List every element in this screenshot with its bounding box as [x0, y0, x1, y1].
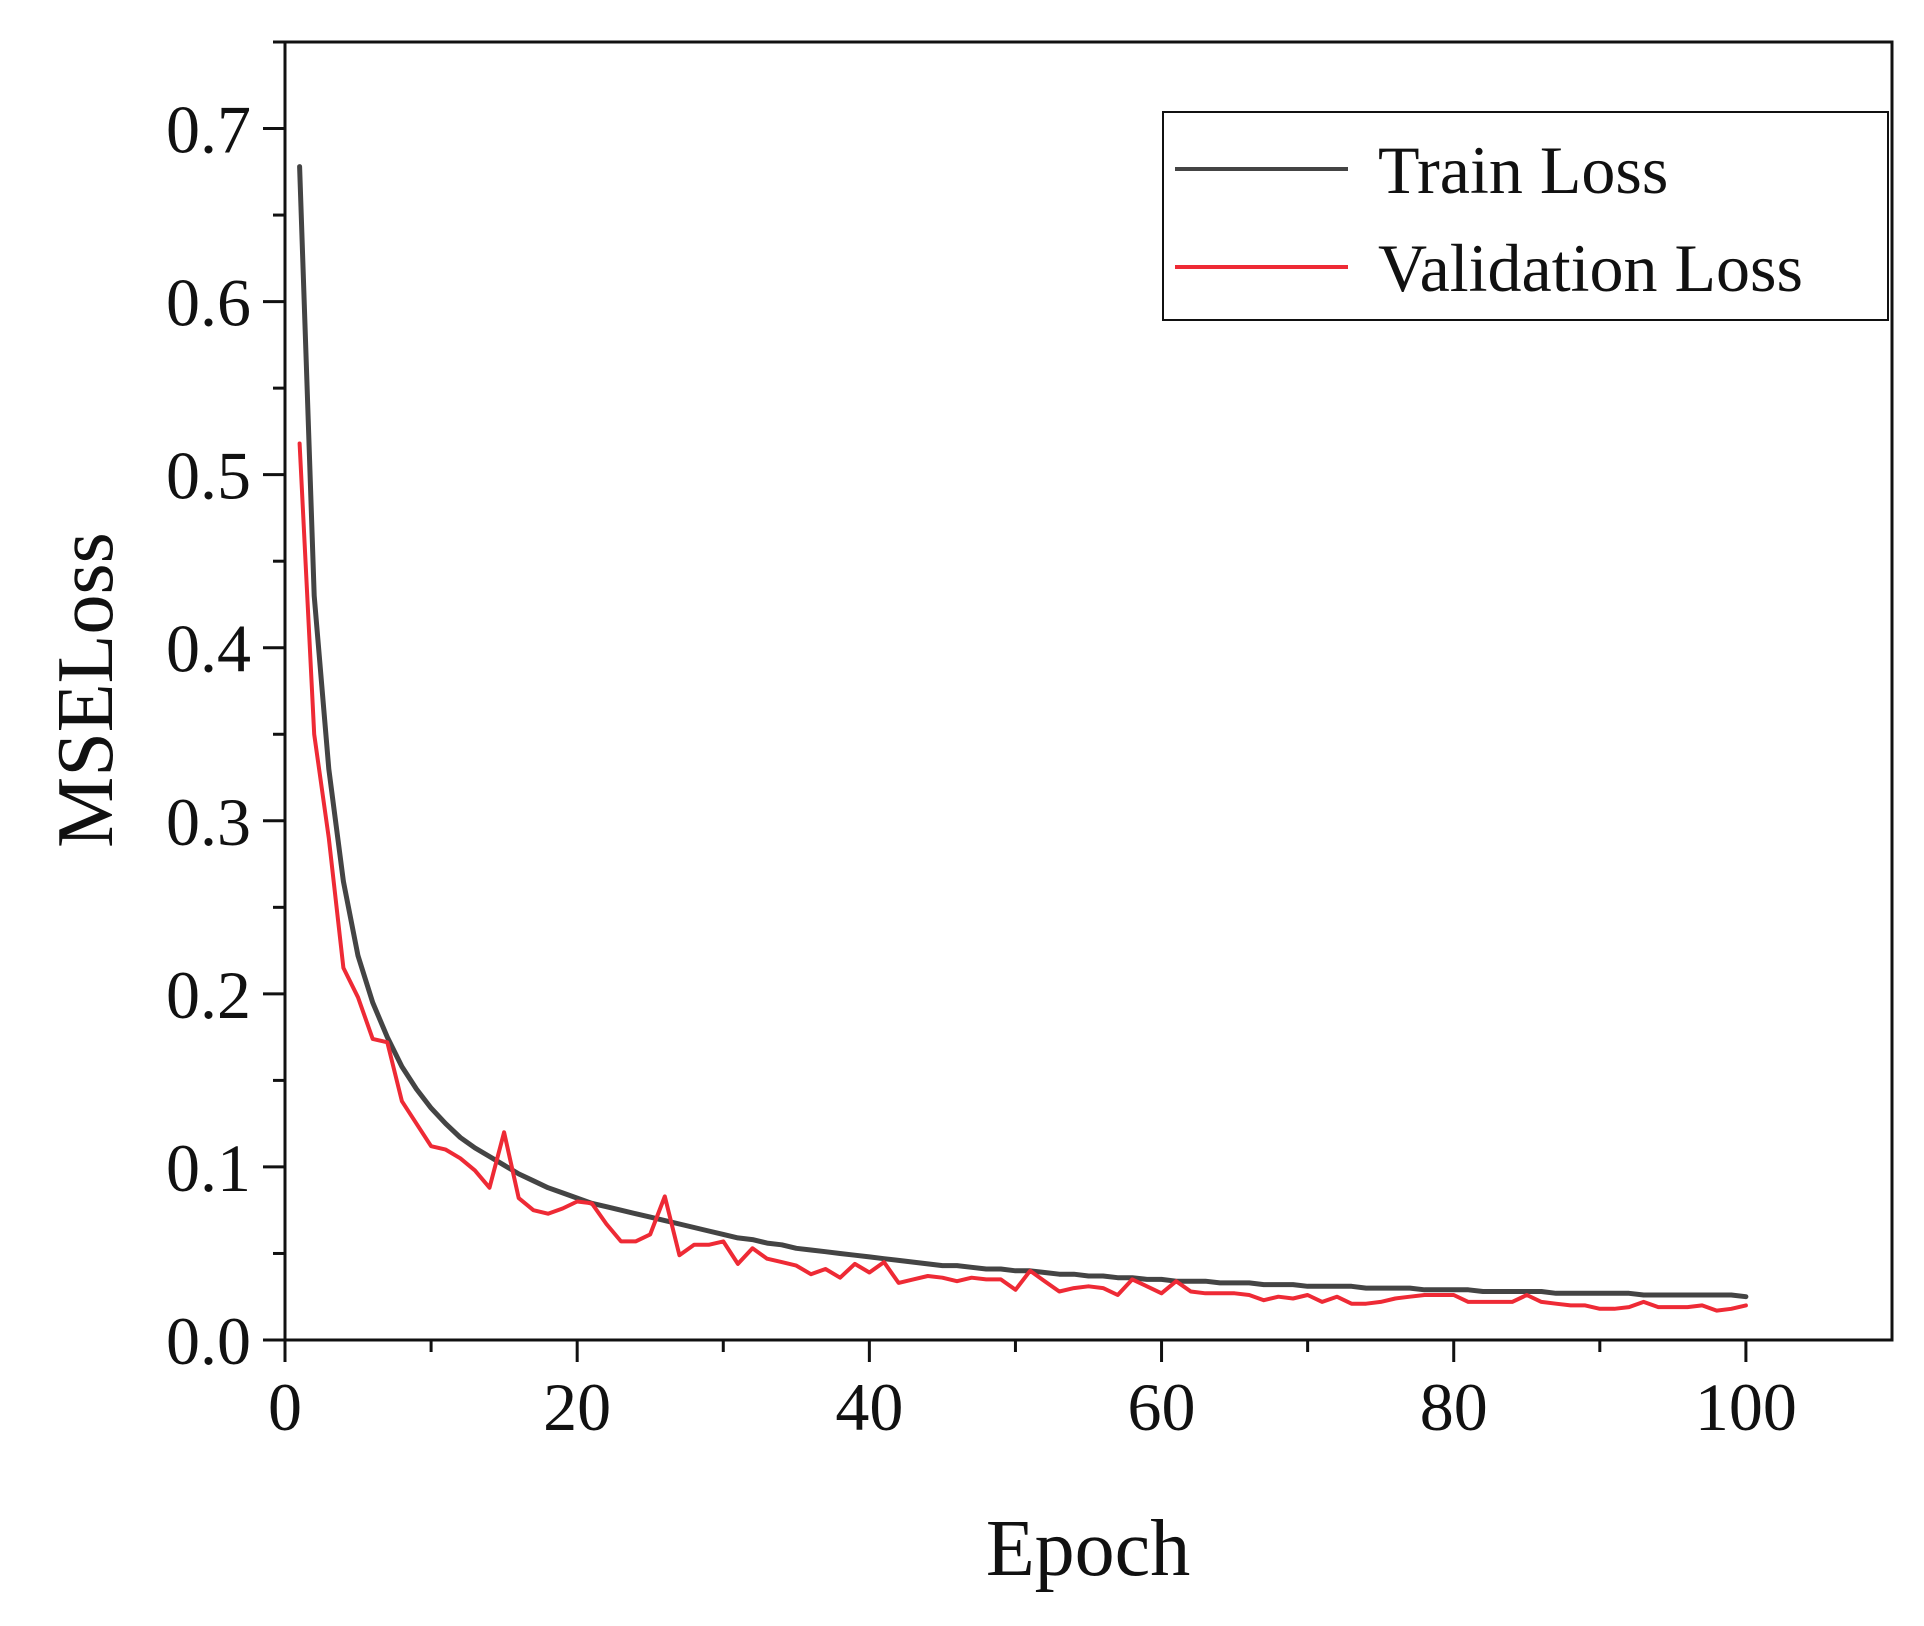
- x-tick-label: 40: [835, 1369, 903, 1445]
- legend-label-train-loss: Train Loss: [1378, 132, 1668, 208]
- x-tick-label: 60: [1128, 1369, 1196, 1445]
- x-tick-label: 100: [1695, 1369, 1797, 1445]
- x-tick-label: 80: [1420, 1369, 1488, 1445]
- y-tick-label: 0.0: [166, 1303, 251, 1379]
- plot-layer: [297, 164, 1749, 1313]
- y-tick-label: 0.5: [166, 438, 251, 514]
- axis-ticks: 0 20 40 60 80 100 0.0 0.1 0.2 0.3 0.4 0.5 0.6 0.7: [166, 40, 1797, 1445]
- plot-frame: [283, 40, 1894, 1342]
- series-line-validation-loss: [297, 441, 1748, 1313]
- y-axis-title: MSELoss: [42, 532, 130, 848]
- series-line-train-loss: [297, 164, 1749, 1300]
- y-tick-label: 0.4: [166, 611, 251, 687]
- y-tick-label: 0.3: [166, 784, 251, 860]
- legend: Train Loss Validation Loss: [1162, 111, 1889, 321]
- x-tick-label: 0: [268, 1369, 302, 1445]
- y-tick-label: 0.7: [166, 92, 251, 168]
- x-axis-title: Epoch: [986, 1505, 1190, 1593]
- y-tick-label: 0.1: [166, 1130, 251, 1206]
- y-tick-label: 0.6: [166, 265, 251, 341]
- legend-label-validation-loss: Validation Loss: [1378, 230, 1803, 306]
- x-tick-label: 20: [543, 1369, 611, 1445]
- legend-box: [1162, 111, 1889, 321]
- y-tick-label: 0.2: [166, 957, 251, 1033]
